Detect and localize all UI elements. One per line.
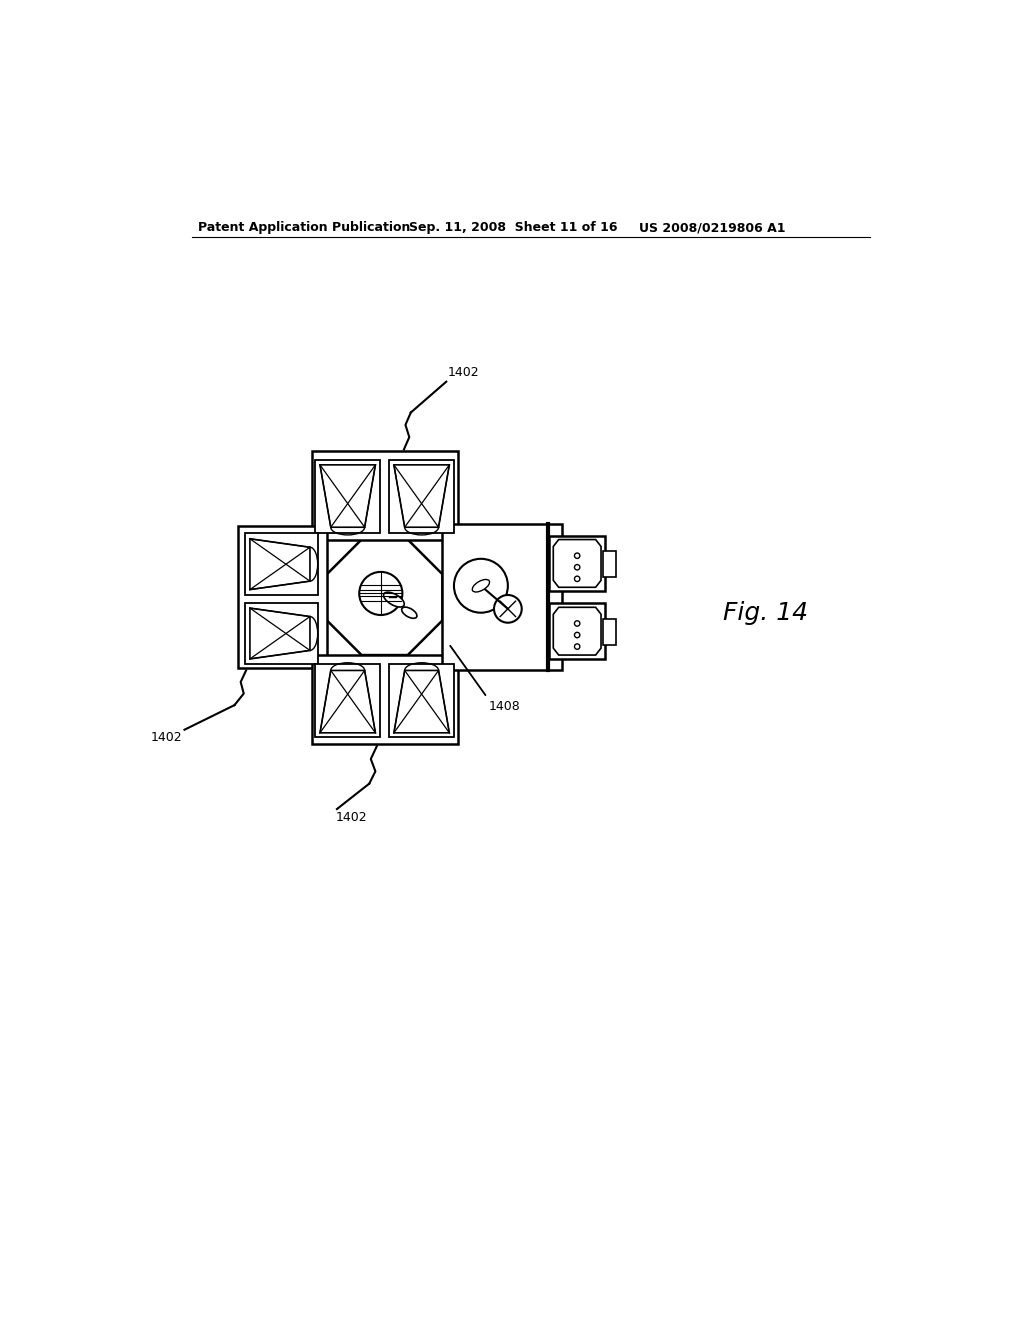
Bar — [245, 533, 317, 595]
Polygon shape — [319, 671, 376, 733]
Polygon shape — [250, 609, 310, 659]
Text: 1404: 1404 — [260, 560, 288, 569]
Text: Fig. 14: Fig. 14 — [724, 601, 809, 624]
Bar — [311, 655, 458, 743]
Text: 1404: 1404 — [334, 704, 361, 713]
Ellipse shape — [384, 593, 404, 607]
Bar — [311, 451, 458, 540]
Polygon shape — [394, 465, 450, 527]
Bar — [389, 461, 454, 533]
Text: 1402: 1402 — [151, 731, 182, 744]
Text: Patent Application Publication: Patent Application Publication — [199, 222, 411, 234]
Text: 1404: 1404 — [408, 704, 436, 713]
Circle shape — [574, 553, 580, 558]
Text: 1404: 1404 — [408, 480, 436, 491]
Text: 1408: 1408 — [488, 700, 520, 713]
Circle shape — [574, 576, 580, 582]
Ellipse shape — [401, 607, 417, 618]
Polygon shape — [553, 607, 601, 655]
Circle shape — [574, 565, 580, 570]
Bar — [315, 461, 380, 533]
Bar — [239, 525, 327, 668]
Bar — [389, 664, 454, 738]
Polygon shape — [327, 540, 442, 655]
Bar — [245, 603, 317, 664]
Bar — [550, 603, 605, 659]
Bar — [603, 552, 615, 577]
Polygon shape — [250, 539, 310, 590]
Bar — [603, 619, 615, 645]
Polygon shape — [553, 540, 601, 587]
Circle shape — [574, 632, 580, 638]
Polygon shape — [394, 671, 450, 733]
Text: Sep. 11, 2008  Sheet 11 of 16: Sep. 11, 2008 Sheet 11 of 16 — [410, 222, 617, 234]
Text: 1402: 1402 — [447, 367, 479, 379]
Polygon shape — [319, 465, 376, 527]
Ellipse shape — [472, 579, 489, 591]
Bar — [550, 536, 605, 591]
Circle shape — [359, 572, 402, 615]
Text: 1404: 1404 — [260, 628, 288, 639]
Circle shape — [574, 644, 580, 649]
Text: US 2008/0219806 A1: US 2008/0219806 A1 — [639, 222, 785, 234]
Bar — [442, 524, 562, 671]
Circle shape — [454, 558, 508, 612]
Circle shape — [574, 620, 580, 626]
Circle shape — [494, 595, 521, 623]
Text: 1402: 1402 — [336, 810, 367, 824]
Bar — [315, 664, 380, 738]
Text: 1404: 1404 — [334, 480, 361, 491]
